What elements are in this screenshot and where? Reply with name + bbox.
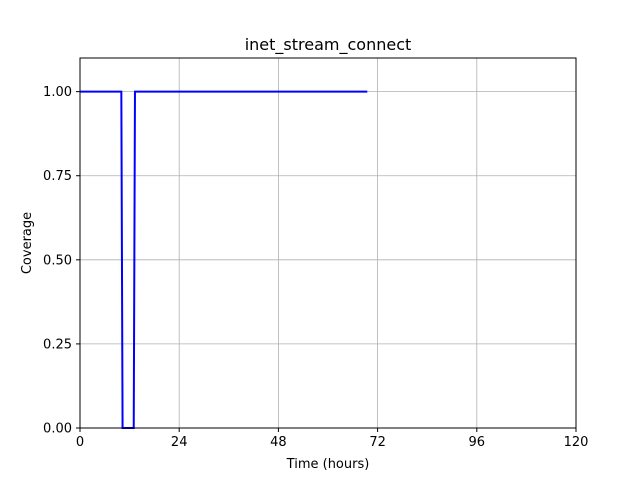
x-tick-label: 72 (369, 435, 386, 450)
plot-area (80, 58, 576, 428)
x-axis-label: Time (hours) (286, 457, 370, 472)
y-axis-label: Coverage (20, 212, 35, 274)
y-axis-ticks: 0.00 0.25 0.50 0.75 1.00 (43, 85, 80, 437)
y-tick-label: 0.25 (43, 337, 72, 352)
y-tick-label: 0.75 (43, 169, 72, 184)
x-tick-label: 48 (270, 435, 287, 450)
y-tick-label: 0.50 (43, 253, 72, 268)
x-tick-label: 96 (469, 435, 486, 450)
chart-title: inet_stream_connect (245, 35, 412, 55)
y-tick-label: 0.00 (43, 422, 72, 437)
x-tick-label: 0 (76, 435, 84, 450)
x-tick-label: 120 (564, 435, 589, 450)
y-tick-label: 1.00 (43, 85, 72, 100)
plot-frame (79, 57, 577, 429)
x-axis-ticks: 0 24 48 72 96 120 (76, 428, 589, 450)
x-tick-label: 24 (171, 435, 188, 450)
